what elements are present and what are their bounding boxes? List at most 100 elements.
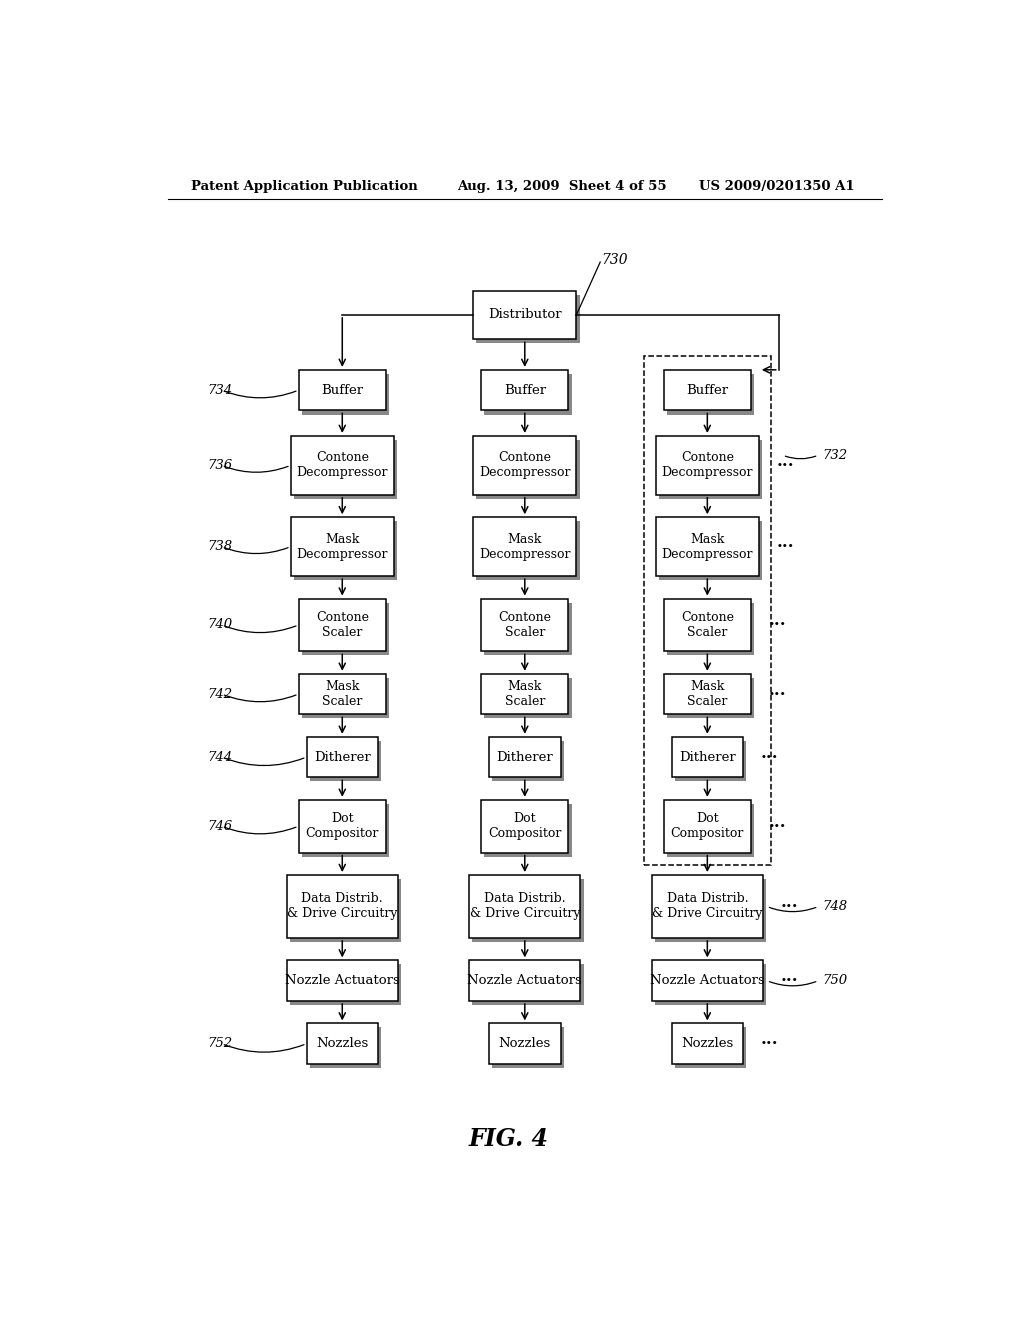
Bar [675, 741, 746, 781]
Bar [667, 804, 754, 857]
Text: ···: ··· [761, 748, 778, 766]
Bar [302, 374, 389, 414]
Bar [664, 598, 751, 651]
Text: Mask
Decompressor: Mask Decompressor [297, 533, 388, 561]
Bar [484, 374, 571, 414]
Bar [675, 1027, 746, 1068]
Text: Contone
Decompressor: Contone Decompressor [479, 451, 570, 479]
Bar [473, 290, 577, 339]
Text: 740: 740 [207, 619, 232, 631]
Bar [667, 374, 754, 414]
Text: 734: 734 [207, 384, 232, 396]
Bar [655, 517, 759, 576]
Bar [290, 879, 401, 942]
Text: Mask
Scaler: Mask Scaler [323, 680, 362, 708]
Bar [481, 800, 568, 853]
Bar [489, 737, 560, 777]
Text: Data Distrib.
& Drive Circuitry: Data Distrib. & Drive Circuitry [652, 892, 763, 920]
Text: Mask
Decompressor: Mask Decompressor [479, 533, 570, 561]
Text: Ditherer: Ditherer [679, 751, 735, 763]
Bar [664, 800, 751, 853]
Text: FIG. 4: FIG. 4 [469, 1127, 549, 1151]
Text: Nozzle Actuators: Nozzle Actuators [650, 974, 765, 987]
Text: Ditherer: Ditherer [497, 751, 553, 763]
Bar [672, 737, 743, 777]
Bar [493, 741, 563, 781]
Text: Distributor: Distributor [488, 309, 561, 322]
Bar [658, 521, 762, 581]
Text: Dot
Compositor: Dot Compositor [305, 812, 379, 840]
Bar [299, 598, 386, 651]
Bar [302, 602, 389, 656]
Text: Mask
Scaler: Mask Scaler [505, 680, 545, 708]
Bar [306, 1023, 378, 1064]
Bar [476, 521, 580, 581]
Bar [664, 673, 751, 714]
Text: ···: ··· [768, 616, 786, 634]
Bar [306, 737, 378, 777]
Bar [476, 440, 580, 499]
Text: ···: ··· [776, 457, 794, 474]
Text: Contone
Scaler: Contone Scaler [315, 611, 369, 639]
Bar [302, 804, 389, 857]
Text: 746: 746 [207, 820, 232, 833]
Text: Buffer: Buffer [504, 384, 546, 396]
Text: Dot
Compositor: Dot Compositor [488, 812, 561, 840]
Text: 738: 738 [207, 540, 232, 553]
Text: Contone
Scaler: Contone Scaler [499, 611, 551, 639]
Text: 750: 750 [822, 974, 848, 987]
Bar [469, 875, 581, 939]
Text: Aug. 13, 2009  Sheet 4 of 55: Aug. 13, 2009 Sheet 4 of 55 [458, 181, 667, 193]
Text: ···: ··· [768, 685, 786, 702]
Bar [472, 965, 584, 1005]
Text: ···: ··· [761, 1035, 778, 1052]
Text: Nozzles: Nozzles [316, 1038, 369, 1051]
Bar [655, 436, 759, 495]
Bar [667, 677, 754, 718]
Bar [287, 875, 398, 939]
Text: Mask
Scaler: Mask Scaler [687, 680, 727, 708]
Bar [672, 1023, 743, 1064]
Bar [299, 673, 386, 714]
Bar [473, 436, 577, 495]
Bar [291, 517, 394, 576]
Bar [484, 804, 571, 857]
Bar [481, 598, 568, 651]
Bar [309, 1027, 381, 1068]
Text: 730: 730 [602, 253, 629, 267]
Bar [294, 440, 397, 499]
Bar [476, 294, 580, 343]
Text: Mask
Decompressor: Mask Decompressor [662, 533, 753, 561]
Bar [655, 879, 766, 942]
Bar [651, 875, 763, 939]
Text: Contone
Scaler: Contone Scaler [681, 611, 734, 639]
Text: 736: 736 [207, 459, 232, 471]
Bar [644, 355, 771, 865]
Text: Data Distrib.
& Drive Circuitry: Data Distrib. & Drive Circuitry [287, 892, 397, 920]
Text: Nozzle Actuators: Nozzle Actuators [285, 974, 399, 987]
Text: 742: 742 [207, 688, 232, 701]
Bar [290, 965, 401, 1005]
Text: US 2009/0201350 A1: US 2009/0201350 A1 [699, 181, 855, 193]
Text: 744: 744 [207, 751, 232, 763]
Text: ···: ··· [780, 898, 798, 915]
Text: Nozzle Actuators: Nozzle Actuators [467, 974, 583, 987]
Bar [481, 370, 568, 411]
Bar [294, 521, 397, 581]
Bar [489, 1023, 560, 1064]
Bar [655, 965, 766, 1005]
Bar [469, 961, 581, 1001]
Bar [302, 677, 389, 718]
Text: Nozzles: Nozzles [499, 1038, 551, 1051]
Bar [484, 677, 571, 718]
Text: Patent Application Publication: Patent Application Publication [191, 181, 418, 193]
Bar [299, 370, 386, 411]
Text: Data Distrib.
& Drive Circuitry: Data Distrib. & Drive Circuitry [470, 892, 580, 920]
Text: ···: ··· [768, 817, 786, 834]
Bar [481, 673, 568, 714]
Text: 752: 752 [207, 1038, 232, 1051]
Text: Dot
Compositor: Dot Compositor [671, 812, 744, 840]
Text: Contone
Decompressor: Contone Decompressor [297, 451, 388, 479]
Bar [287, 961, 398, 1001]
Text: 732: 732 [822, 449, 848, 462]
